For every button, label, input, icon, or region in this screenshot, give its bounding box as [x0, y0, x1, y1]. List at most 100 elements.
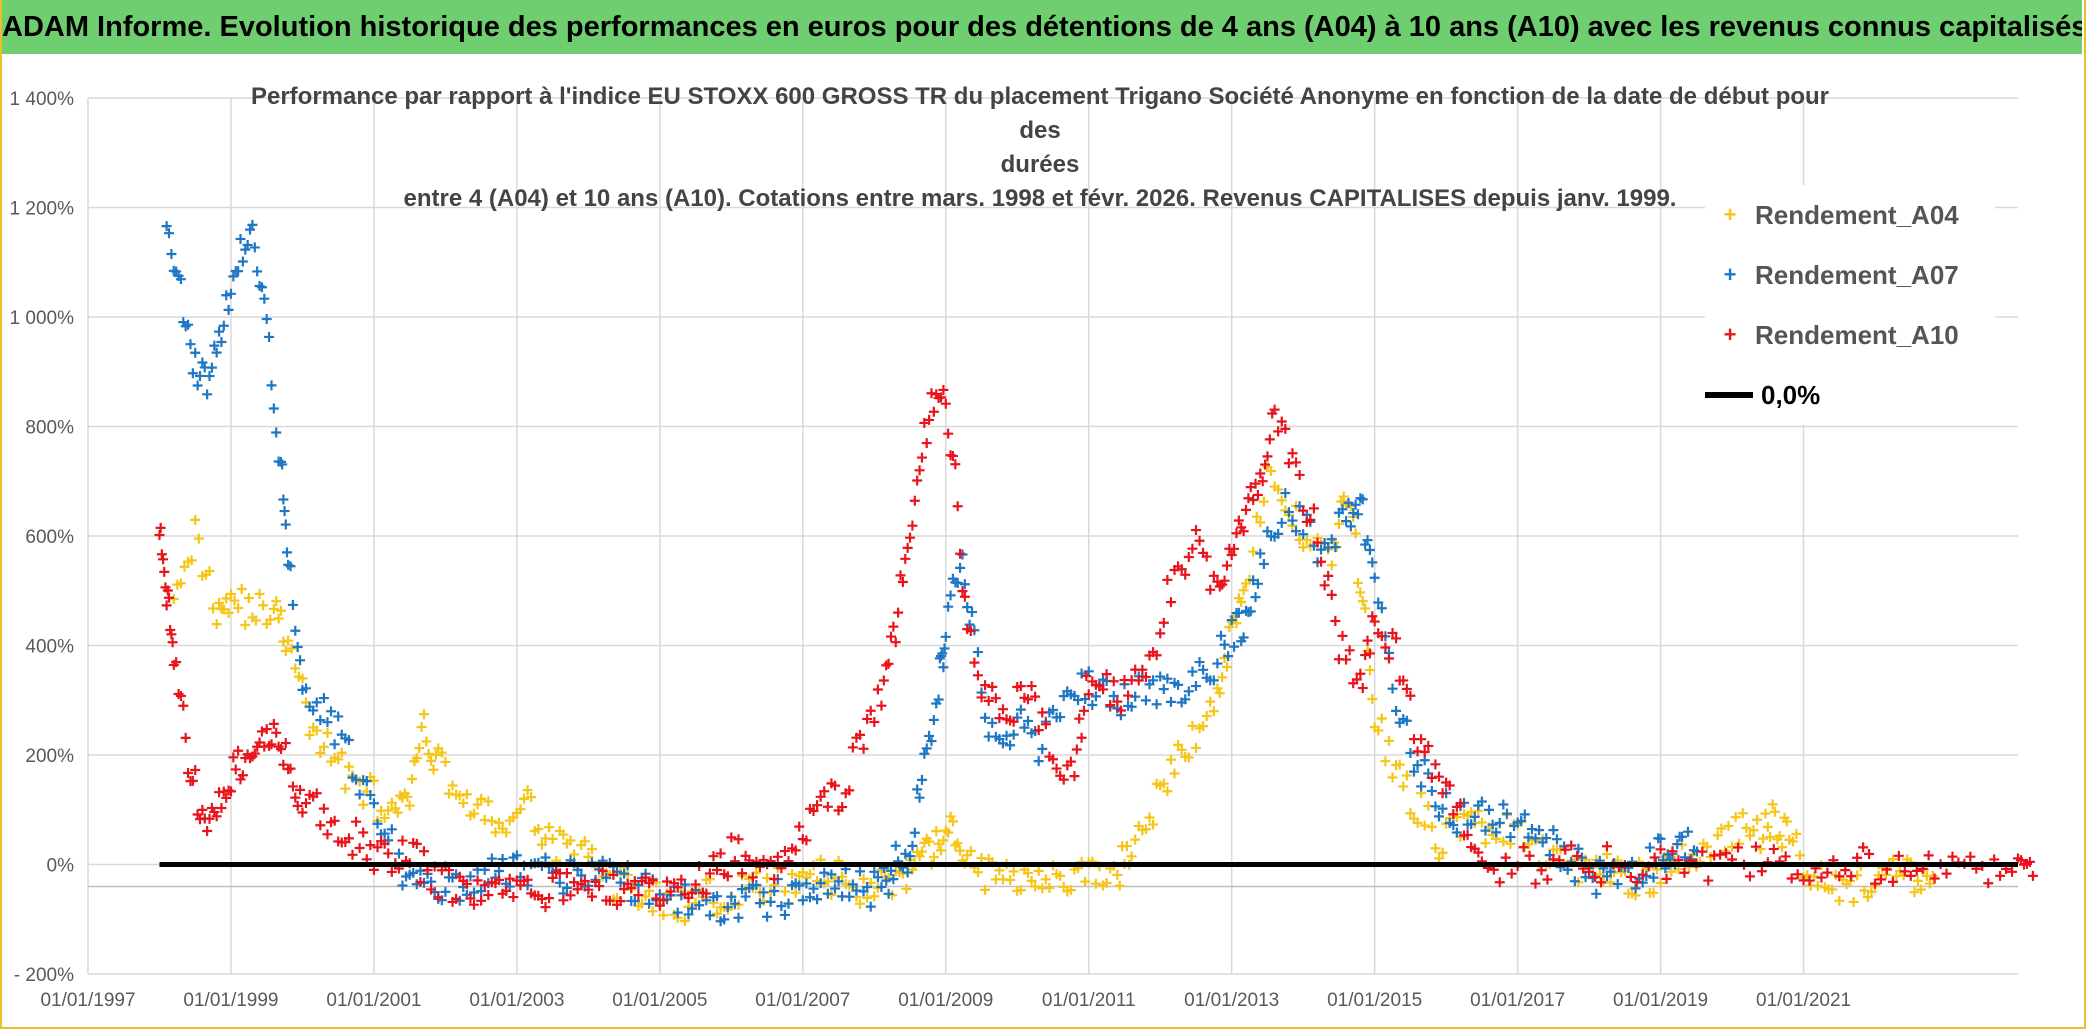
data-point [402, 791, 413, 802]
data-point [1198, 664, 1209, 675]
data-point [1357, 494, 1368, 505]
data-point [1380, 756, 1391, 767]
data-point [769, 874, 780, 885]
data-point [997, 738, 1008, 749]
data-point [1712, 830, 1723, 841]
data-point [933, 694, 944, 705]
data-point [1862, 892, 1873, 903]
data-point [1350, 499, 1361, 510]
data-point [1005, 740, 1016, 751]
data-point [858, 873, 869, 884]
data-point [266, 380, 277, 391]
data-point [1744, 830, 1755, 841]
data-point [1373, 597, 1384, 608]
data-point [268, 603, 279, 614]
data-point [1498, 799, 1509, 810]
data-point [1090, 878, 1101, 889]
data-point [1765, 832, 1776, 843]
data-point [1679, 867, 1690, 878]
data-point [885, 865, 896, 876]
data-point [1273, 484, 1284, 495]
data-point [815, 791, 826, 802]
data-point [1541, 833, 1552, 844]
data-point [283, 635, 294, 646]
data-point [1437, 803, 1448, 814]
data-point [206, 362, 217, 373]
data-point [1201, 551, 1212, 562]
data-point [1221, 661, 1232, 672]
data-point [1137, 664, 1148, 675]
data-point [847, 879, 858, 890]
y-tick-label: 1 400% [10, 89, 75, 110]
data-point [829, 780, 840, 791]
data-point [1444, 780, 1455, 791]
data-point [1190, 525, 1201, 536]
data-point [733, 912, 744, 923]
data-point [945, 590, 956, 601]
data-point [368, 798, 379, 809]
data-point [1451, 827, 1462, 838]
data-point [687, 903, 698, 914]
data-point [938, 835, 949, 846]
data-point [1180, 694, 1191, 705]
data-point [1376, 603, 1387, 614]
data-point [168, 593, 179, 604]
data-point [1786, 873, 1797, 884]
data-point [1165, 597, 1176, 608]
data-point [569, 849, 580, 860]
data-point [1338, 491, 1349, 502]
data-point [183, 319, 194, 330]
data-point [301, 798, 312, 809]
data-point [1176, 564, 1187, 575]
legend-item-a07: + Rendement_A07 [1705, 245, 1995, 305]
data-point [1469, 811, 1480, 822]
data-point [276, 744, 286, 755]
data-point [1405, 808, 1416, 819]
x-tick-label: 01/01/2011 [1042, 990, 1136, 1011]
data-point [1401, 770, 1412, 781]
data-point [1201, 711, 1212, 722]
data-point [1376, 631, 1387, 642]
data-point [579, 836, 590, 847]
data-point [280, 737, 291, 748]
data-point [483, 889, 494, 900]
y-tick-label: 1 200% [10, 199, 75, 220]
data-point [515, 804, 526, 815]
data-point [1344, 645, 1355, 656]
data-point [804, 869, 815, 880]
data-point [276, 605, 286, 616]
data-point [955, 845, 966, 856]
data-point [987, 681, 998, 692]
data-point [1655, 833, 1666, 844]
data-point [1076, 732, 1087, 743]
data-point [1337, 630, 1348, 641]
data-point [426, 884, 437, 895]
data-point [1893, 850, 1904, 861]
data-point [1098, 684, 1109, 695]
data-point [1221, 560, 1232, 571]
data-point [277, 459, 288, 470]
data-point [994, 865, 1005, 876]
data-point [1383, 653, 1394, 664]
data-point [1030, 881, 1041, 892]
data-point [164, 592, 175, 603]
x-tick-label: 01/01/2017 [1470, 990, 1565, 1011]
data-point [1112, 696, 1123, 707]
data-point [1090, 691, 1101, 702]
data-point [972, 647, 983, 658]
data-point [202, 389, 213, 400]
data-point [966, 607, 977, 618]
data-point [907, 520, 918, 531]
data-point [197, 804, 208, 815]
data-point [397, 835, 408, 846]
data-point [1022, 694, 1033, 705]
data-point [890, 840, 901, 851]
data-point [878, 675, 889, 686]
data-point [1037, 707, 1048, 718]
data-point [202, 825, 213, 836]
data-point [1780, 851, 1791, 862]
data-point [1434, 853, 1444, 864]
data-point [1476, 817, 1487, 828]
data-point [1183, 551, 1194, 562]
data-point [758, 887, 769, 898]
